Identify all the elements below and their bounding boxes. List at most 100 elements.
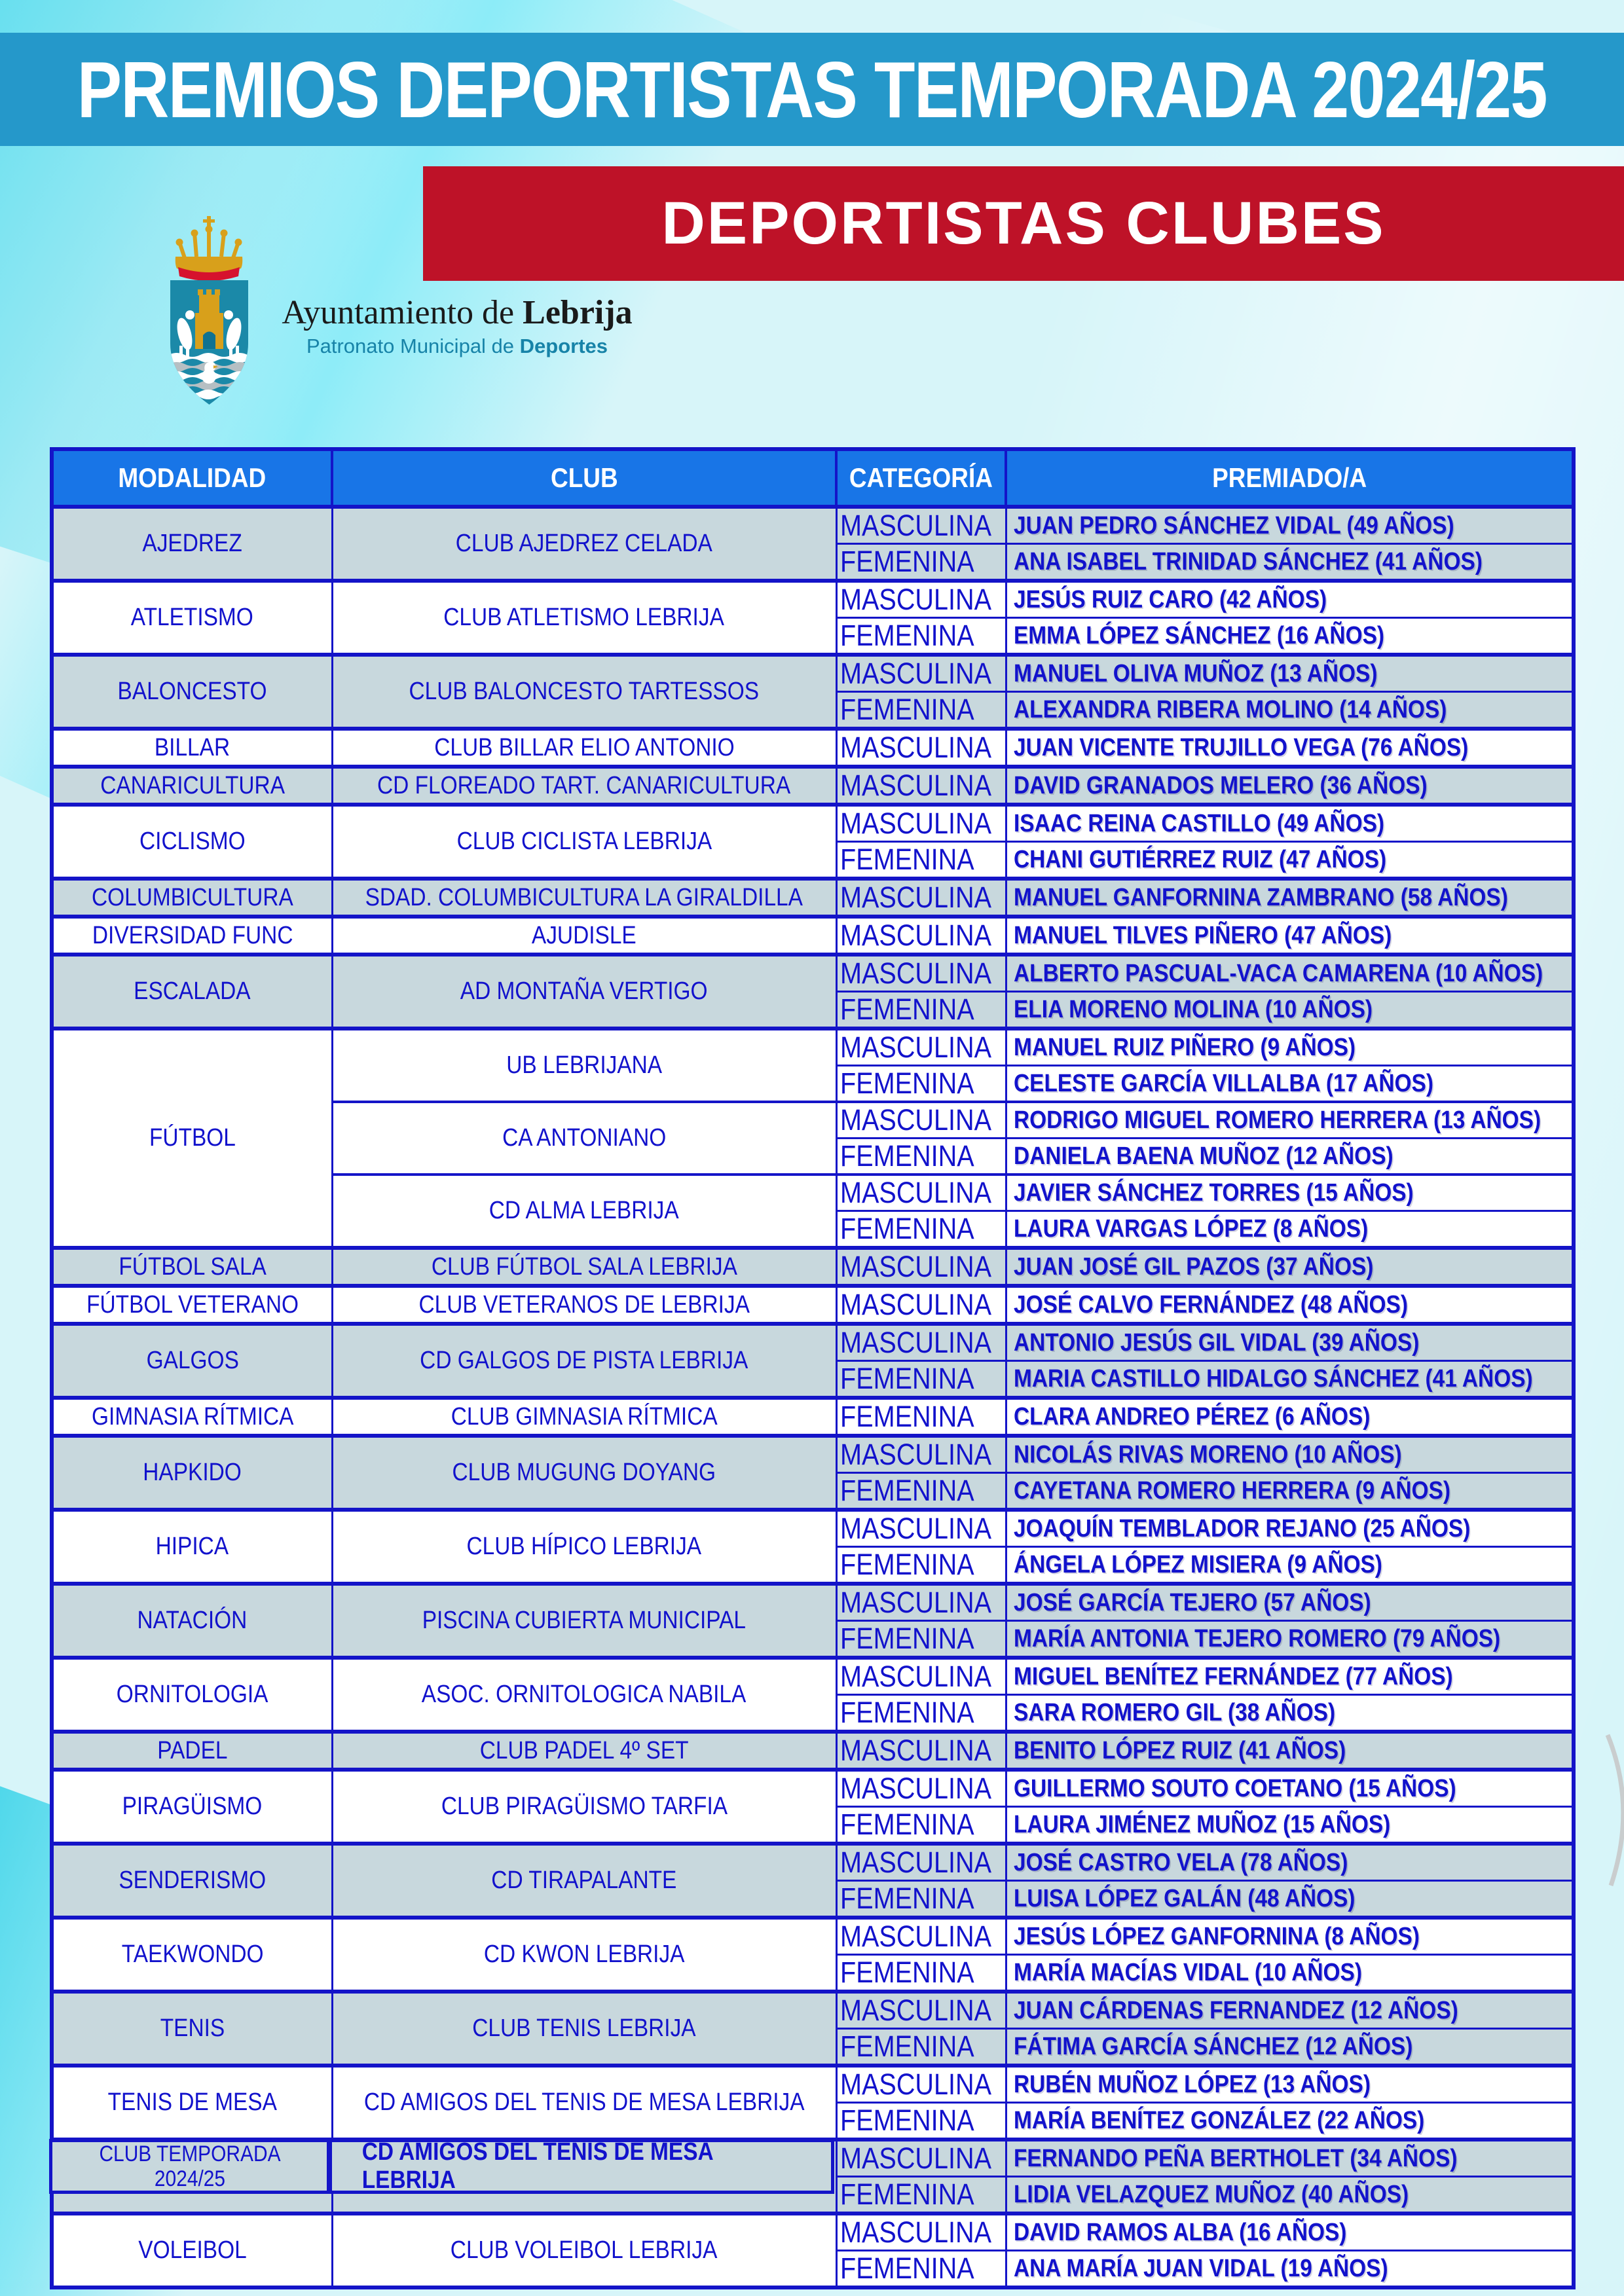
modalidad-cell: PADEL bbox=[50, 1730, 333, 1771]
categoria-cell: FEMENINA bbox=[835, 1620, 1007, 1659]
premiado-cell: ANA ISABEL TRINIDAD SÁNCHEZ (41 AÑOS) bbox=[1005, 543, 1575, 582]
club-cell: SDAD. COLUMBICULTURA LA GIRALDILLA bbox=[331, 877, 838, 918]
categoria-cell: FEMENINA bbox=[835, 691, 1007, 730]
header-modalidad: MODALIDAD bbox=[50, 448, 333, 508]
premiado-cell: MIGUEL BENÍTEZ FERNÁNDEZ (77 AÑOS) bbox=[1005, 1656, 1575, 1696]
categoria-cell: MASCULINA bbox=[835, 2212, 1007, 2251]
club-cell: UB LEBRIJANA bbox=[331, 1027, 838, 1103]
categoria-cell: FEMENINA bbox=[835, 1210, 1007, 1249]
table-row: HIPICA CLUB HÍPICO LEBRIJA MASCULINA JOAQUÍ… bbox=[50, 1508, 1575, 1585]
table-row: TENIS CLUB TENIS LEBRIJA MASCULINA JUAN CÁR… bbox=[50, 1990, 1575, 2067]
categoria-cell: MASCULINA bbox=[835, 1730, 1007, 1771]
categoria-cell: FEMENINA bbox=[835, 543, 1007, 582]
modalidad-cell: PIRAGÜISMO bbox=[50, 1768, 333, 1845]
premiado-cell: BENITO LÓPEZ RUIZ (41 AÑOS) bbox=[1005, 1730, 1575, 1771]
subtitle-text: DEPORTISTAS CLUBES bbox=[661, 190, 1386, 257]
header-club: CLUB bbox=[331, 448, 838, 508]
categoria-cell: FEMENINA bbox=[835, 1546, 1007, 1585]
premiado-cell: ANA MARÍA JUAN VIDAL (19 AÑOS) bbox=[1005, 2250, 1575, 2289]
table-row: FÚTBOL SALA CLUB FÚTBOL SALA LEBRIJA MASCU… bbox=[50, 1246, 1575, 1287]
organization-block: Ayuntamiento de Lebrija Patronato Munici… bbox=[267, 293, 647, 358]
premiado-cell: DAVID GRANADOS MELERO (36 AÑOS) bbox=[1005, 765, 1575, 806]
premiado-cell: FÁTIMA GARCÍA SÁNCHEZ (12 AÑOS) bbox=[1005, 2028, 1575, 2067]
premiado-cell: RODRIGO MIGUEL ROMERO HERRERA (13 AÑOS) bbox=[1005, 1101, 1575, 1139]
premiado-cell: NICOLÁS RIVAS MORENO (10 AÑOS) bbox=[1005, 1434, 1575, 1474]
modalidad-cell: AJEDREZ bbox=[50, 505, 333, 582]
premiado-cell: LAURA VARGAS LÓPEZ (8 AÑOS) bbox=[1005, 1210, 1575, 1249]
modalidad-cell: HAPKIDO bbox=[50, 1434, 333, 1511]
table-row: BALONCESTO CLUB BALONCESTO TARTESSOS MASCU… bbox=[50, 653, 1575, 730]
premiado-cell: CLARA ANDREO PÉREZ (6 AÑOS) bbox=[1005, 1396, 1575, 1437]
categoria-cell: FEMENINA bbox=[835, 1472, 1007, 1511]
categoria-cell: MASCULINA bbox=[835, 803, 1007, 843]
org-department: Patronato Municipal de Deportes bbox=[267, 335, 647, 358]
categoria-cell: FEMENINA bbox=[835, 617, 1007, 656]
club-cell: CLUB FÚTBOL SALA LEBRIJA bbox=[331, 1246, 838, 1287]
modalidad-cell: NATACIÓN bbox=[50, 1582, 333, 1659]
modalidad-cell: DIVERSIDAD FUNC bbox=[50, 915, 333, 956]
club-cell: CA ANTONIANO bbox=[331, 1101, 838, 1176]
premiado-cell: JESÚS RUIZ CARO (42 AÑOS) bbox=[1005, 579, 1575, 619]
modalidad-cell: TENIS bbox=[50, 1990, 333, 2067]
categoria-cell: FEMENINA bbox=[835, 1137, 1007, 1176]
modalidad-cell: ESCALADA bbox=[50, 953, 333, 1030]
premiado-cell: JAVIER SÁNCHEZ TORRES (15 AÑOS) bbox=[1005, 1173, 1575, 1212]
table-row: ORNITOLOGIA ASOC. ORNITOLOGICA NABILA MASC… bbox=[50, 1656, 1575, 1733]
categoria-cell: MASCULINA bbox=[835, 877, 1007, 918]
modalidad-cell: TAEKWONDO bbox=[50, 1916, 333, 1993]
table-row: GALGOS CD GALGOS DE PISTA LEBRIJA MASCULIN… bbox=[50, 1322, 1575, 1399]
premiado-cell: CELESTE GARCÍA VILLALBA (17 AÑOS) bbox=[1005, 1065, 1575, 1103]
club-cell: AD MONTAÑA VERTIGO bbox=[331, 953, 838, 1030]
table-row: FÚTBOL VETERANO CLUB VETERANOS DE LEBRIJA… bbox=[50, 1284, 1575, 1325]
categoria-cell: FEMENINA bbox=[835, 1694, 1007, 1733]
categoria-cell: MASCULINA bbox=[835, 1322, 1007, 1362]
premiado-cell: GUILLERMO SOUTO COETANO (15 AÑOS) bbox=[1005, 1768, 1575, 1808]
table-row: FEMENINA MARÍA MACÍAS VIDAL (10 AÑOS) bbox=[52, 1954, 1575, 1993]
table-row: PADEL CLUB PADEL 4º SET MASCULINA BENITO LÓ… bbox=[50, 1730, 1575, 1771]
org-name-prefix: Ayuntamiento de bbox=[282, 294, 523, 331]
premiado-cell: JOSÉ CASTRO VELA (78 AÑOS) bbox=[1005, 1842, 1575, 1882]
subtitle-banner: DEPORTISTAS CLUBES bbox=[423, 166, 1624, 281]
club-cell: CLUB ATLETISMO LEBRIJA bbox=[331, 579, 838, 656]
modalidad-cell: BALONCESTO bbox=[50, 653, 333, 730]
club-cell: CLUB BALONCESTO TARTESSOS bbox=[331, 653, 838, 730]
categoria-cell: MASCULINA bbox=[835, 2064, 1007, 2104]
premiado-cell: ALBERTO PASCUAL-VACA CAMARENA (10 AÑOS) bbox=[1005, 953, 1575, 993]
modalidad-cell: FÚTBOL SALA bbox=[50, 1246, 333, 1287]
premiado-cell: MANUEL RUIZ PIÑERO (9 AÑOS) bbox=[1005, 1027, 1575, 1066]
club-cell: CLUB CICLISTA LEBRIJA bbox=[331, 803, 838, 880]
table-row: VOLEIBOL CLUB VOLEIBOL LEBRIJA MASCULINA DA… bbox=[50, 2212, 1575, 2289]
categoria-cell: FEMENINA bbox=[835, 841, 1007, 880]
table-row: AJEDREZ CLUB AJEDREZ CELADA MASCULINA JUAN … bbox=[50, 505, 1575, 582]
table-row: TENIS DE MESA CD AMIGOS DEL TENIS DE MESA… bbox=[50, 2064, 1575, 2141]
categoria-cell: MASCULINA bbox=[835, 953, 1007, 993]
premiado-cell: EMMA LÓPEZ SÁNCHEZ (16 AÑOS) bbox=[1005, 617, 1575, 656]
premiado-cell: FERNANDO PEÑA BERTHOLET (34 AÑOS) bbox=[1005, 2138, 1575, 2178]
table-row: SENDERISMO CD TIRAPALANTE MASCULINA JOSÉ CA… bbox=[50, 1842, 1575, 1919]
club-cell: CLUB VETERANOS DE LEBRIJA bbox=[331, 1284, 838, 1325]
table-row: FEMENINA LIDIA VELAZQUEZ MUÑOZ (40 AÑOS) bbox=[52, 2176, 1575, 2215]
categoria-cell: FEMENINA bbox=[835, 2250, 1007, 2289]
modalidad-cell: VOLEIBOL bbox=[50, 2212, 333, 2289]
club-cell: CLUB VOLEIBOL LEBRIJA bbox=[331, 2212, 838, 2289]
table-row: BILLAR CLUB BILLAR ELIO ANTONIO MASCULINA J… bbox=[50, 727, 1575, 768]
premiado-cell: LUISA LÓPEZ GALÁN (48 AÑOS) bbox=[1005, 1880, 1575, 1919]
club-cell: CD ALMA LEBRIJA bbox=[331, 1173, 838, 1249]
categoria-cell: MASCULINA bbox=[835, 1173, 1007, 1212]
modalidad-cell: GALGOS bbox=[50, 1322, 333, 1399]
table-row: PIRAGÜISMO CLUB PIRAGÜISMO TARFIA MASCULIN… bbox=[50, 1768, 1575, 1845]
premiado-cell: JOSÉ CALVO FERNÁNDEZ (48 AÑOS) bbox=[1005, 1284, 1575, 1325]
premiado-cell: JUAN PEDRO SÁNCHEZ VIDAL (49 AÑOS) bbox=[1005, 505, 1575, 545]
table-row: NATACIÓN PISCINA CUBIERTA MUNICIPAL MASCUL… bbox=[50, 1582, 1575, 1659]
categoria-cell: MASCULINA bbox=[835, 1434, 1007, 1474]
premiado-cell: MANUEL TILVES PIÑERO (47 AÑOS) bbox=[1005, 915, 1575, 956]
categoria-cell: FEMENINA bbox=[835, 991, 1007, 1030]
categoria-cell: MASCULINA bbox=[835, 1508, 1007, 1548]
premiado-cell: SARA ROMERO GIL (38 AÑOS) bbox=[1005, 1694, 1575, 1733]
modalidad-cell: CANARICULTURA bbox=[50, 765, 333, 806]
categoria-cell: MASCULINA bbox=[835, 505, 1007, 545]
org-name: Ayuntamiento de Lebrija bbox=[267, 293, 647, 332]
table-row: FEMENINA MARÍA BENÍTEZ GONZÁLEZ (22 AÑOS) bbox=[52, 2102, 1575, 2141]
premiado-cell: LAURA JIMÉNEZ MUÑOZ (15 AÑOS) bbox=[1005, 1806, 1575, 1845]
